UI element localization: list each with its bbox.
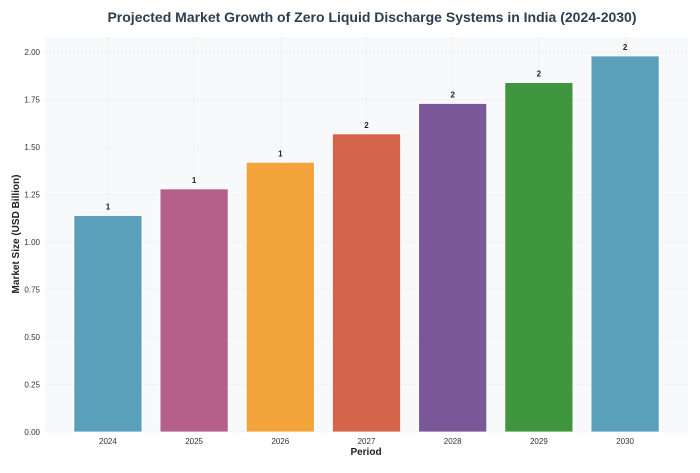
bar-2029: [504, 82, 574, 433]
y-tick-label: 0.25: [24, 381, 40, 390]
y-tick-label: 0.00: [24, 428, 40, 437]
data-label: 2: [537, 70, 542, 79]
y-axis-ticks: 0.00 0.25 0.50 0.75 1.00 1.25 1.50 1.75 2.00: [24, 48, 40, 437]
x-tick-label: 2025: [185, 437, 203, 446]
data-label: 2: [623, 43, 628, 52]
x-tick-label: 2030: [616, 437, 634, 446]
data-label: 2: [364, 121, 369, 130]
bar-2030: [590, 55, 660, 433]
x-tick-label: 2028: [444, 437, 462, 446]
y-tick-label: 2.00: [24, 48, 40, 57]
y-tick-label: 1.00: [24, 238, 40, 247]
x-axis-ticks: 2024 2025 2026 2027 2028 2029 2030: [99, 437, 635, 446]
data-label: 1: [278, 149, 283, 158]
x-tick-label: 2027: [358, 437, 376, 446]
bar-2024: [73, 215, 143, 433]
y-tick-label: 0.75: [24, 286, 40, 295]
bar-2025: [159, 188, 229, 433]
chart-title: Projected Market Growth of Zero Liquid D…: [107, 9, 636, 25]
x-tick-label: 2029: [530, 437, 548, 446]
y-tick-label: 1.75: [24, 96, 40, 105]
bars: 1 1 1 2 2 2 2: [73, 43, 660, 433]
bar-2027: [332, 133, 401, 433]
data-label: 1: [192, 176, 197, 185]
y-tick-label: 1.25: [24, 191, 40, 200]
y-tick-label: 1.50: [24, 143, 40, 152]
x-axis-label: Period: [350, 447, 381, 458]
bar-2028: [418, 103, 488, 433]
y-axis-label: Market Size (USD Billion): [11, 175, 22, 294]
data-label: 2: [450, 90, 455, 99]
bar-2026: [245, 161, 315, 433]
y-tick-label: 0.50: [24, 333, 40, 342]
data-label: 1: [106, 203, 111, 212]
x-tick-label: 2026: [271, 437, 289, 446]
x-tick-label: 2024: [99, 437, 117, 446]
